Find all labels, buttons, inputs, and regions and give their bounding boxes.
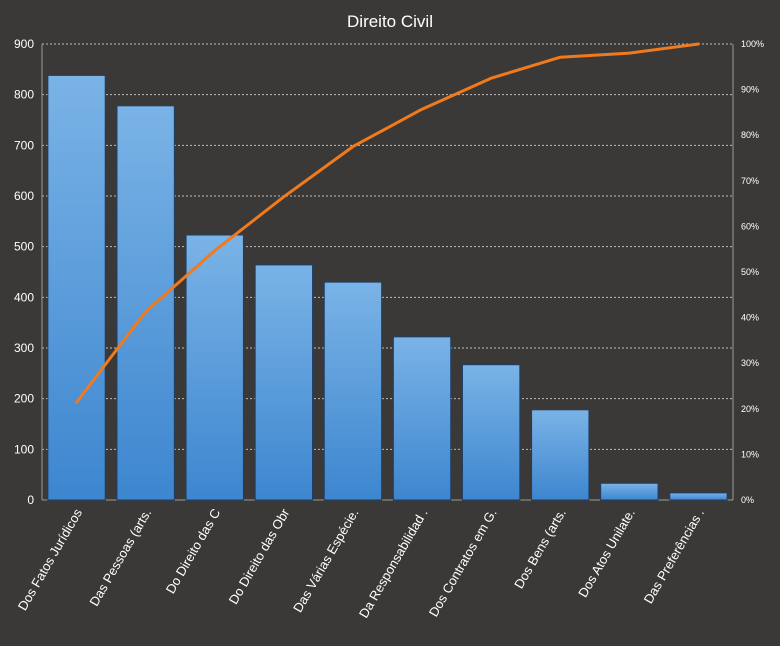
cumulative-line-group <box>75 42 700 404</box>
bar <box>185 234 244 501</box>
x-tick-label: Dos Atos Unilate. <box>575 506 638 600</box>
gridlines <box>41 43 734 501</box>
bar <box>254 264 314 501</box>
line-point <box>282 195 286 198</box>
bar <box>669 492 728 501</box>
y2-tick-label: 60% <box>741 221 759 231</box>
x-tick-label: Das Pessoas (arts. <box>86 506 154 609</box>
line-point <box>144 310 147 313</box>
y2-tick-label: 80% <box>741 130 759 140</box>
y2-axis-ticks: 0% 10% 20% 30% 40% 50% 60% 70% 80% 90% 100% <box>741 39 764 505</box>
y2-tick-label: 30% <box>741 358 759 368</box>
y-tick-label: 400 <box>14 290 34 304</box>
x-tick-label: Dos Bens (arts. <box>511 506 569 591</box>
y-tick-label: 900 <box>14 37 34 51</box>
y2-tick-label: 100% <box>741 39 764 49</box>
y2-tick-label: 70% <box>741 176 759 186</box>
line-point <box>697 42 700 46</box>
bar <box>531 409 590 501</box>
x-tick-label: Da Responsabilidad . <box>356 506 431 621</box>
line-point <box>351 145 355 148</box>
x-tick-label: Das Preferências . <box>641 506 707 606</box>
line-point <box>489 77 493 80</box>
bar <box>600 482 659 501</box>
x-tick-label: Das Várias Espécie. <box>290 506 362 615</box>
bar <box>392 336 452 501</box>
line-point <box>75 401 78 404</box>
y-tick-label: 300 <box>14 341 34 355</box>
y2-tick-label: 50% <box>741 267 759 277</box>
line-point <box>213 249 216 252</box>
y-tick-label: 200 <box>14 392 34 406</box>
chart-title: Direito Civil <box>347 12 433 31</box>
y-tick-label: 800 <box>14 88 34 102</box>
bar <box>461 364 521 501</box>
y-tick-label: 600 <box>14 189 34 203</box>
y-axis-ticks: 0 100 200 300 400 500 600 700 800 900 <box>14 37 34 507</box>
y2-tick-label: 0% <box>741 495 754 505</box>
cumulative-line <box>75 42 700 404</box>
y-tick-label: 0 <box>27 493 34 507</box>
x-tick-label: Do Direito das Obr <box>226 505 293 606</box>
y-tick-label: 500 <box>14 240 34 254</box>
y2-tick-label: 20% <box>741 404 759 414</box>
bars <box>47 74 728 501</box>
line-point <box>420 108 424 111</box>
bar <box>47 74 106 501</box>
x-tick-label: Do Direito das C <box>163 506 224 596</box>
x-tick-label: Dos Contratos em G. <box>426 506 500 619</box>
line-point <box>559 56 562 59</box>
y2-tick-label: 90% <box>741 85 759 95</box>
x-axis-ticks: Dos Fatos Jurídicos Das Pessoas (arts. Do … <box>15 505 707 620</box>
y-tick-label: 700 <box>14 138 34 152</box>
line-point <box>628 51 631 55</box>
y2-tick-label: 40% <box>741 313 759 323</box>
x-tick-label: Dos Fatos Jurídicos <box>15 506 86 613</box>
y2-tick-label: 10% <box>741 449 759 459</box>
bar <box>116 105 175 501</box>
y-tick-label: 100 <box>14 442 34 456</box>
bar <box>323 281 383 501</box>
